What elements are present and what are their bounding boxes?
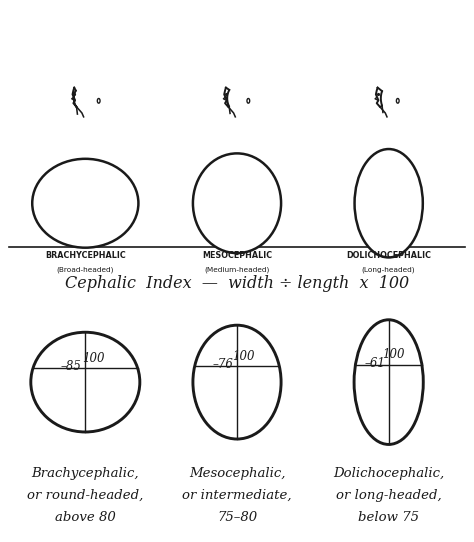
Ellipse shape bbox=[193, 153, 281, 253]
Text: or long-headed,: or long-headed, bbox=[336, 489, 442, 502]
Text: MESOCEPHALIC: MESOCEPHALIC bbox=[202, 251, 272, 261]
Ellipse shape bbox=[32, 159, 138, 248]
Text: –85: –85 bbox=[60, 360, 81, 373]
Text: –76: –76 bbox=[213, 358, 234, 371]
Text: DOLICHOCEPHALIC: DOLICHOCEPHALIC bbox=[346, 251, 431, 261]
Ellipse shape bbox=[31, 332, 140, 432]
Ellipse shape bbox=[247, 99, 250, 103]
Text: above 80: above 80 bbox=[55, 511, 116, 524]
Ellipse shape bbox=[355, 149, 423, 257]
Text: BRACHYCEPHALIC: BRACHYCEPHALIC bbox=[45, 251, 126, 261]
Ellipse shape bbox=[193, 325, 281, 439]
Ellipse shape bbox=[97, 99, 100, 103]
Text: or intermediate,: or intermediate, bbox=[182, 489, 292, 502]
Ellipse shape bbox=[396, 99, 399, 103]
Text: Brachycephalic,: Brachycephalic, bbox=[31, 467, 139, 480]
Text: (Medium-headed): (Medium-headed) bbox=[204, 267, 270, 273]
Text: Dolichocephalic,: Dolichocephalic, bbox=[333, 467, 444, 480]
Ellipse shape bbox=[354, 320, 423, 444]
Text: below 75: below 75 bbox=[358, 511, 419, 524]
Text: 100: 100 bbox=[82, 352, 105, 365]
Text: Cephalic  Index  —  width ÷ length  x  100: Cephalic Index — width ÷ length x 100 bbox=[65, 275, 409, 292]
Text: –61: –61 bbox=[365, 357, 386, 370]
Text: (Long-headed): (Long-headed) bbox=[362, 267, 416, 273]
Text: or round-headed,: or round-headed, bbox=[27, 489, 144, 502]
Text: 100: 100 bbox=[383, 348, 405, 361]
Text: 100: 100 bbox=[232, 350, 255, 363]
Text: (Broad-headed): (Broad-headed) bbox=[56, 267, 114, 273]
Text: Mesocephalic,: Mesocephalic, bbox=[189, 467, 285, 480]
Text: 75–80: 75–80 bbox=[217, 511, 257, 524]
